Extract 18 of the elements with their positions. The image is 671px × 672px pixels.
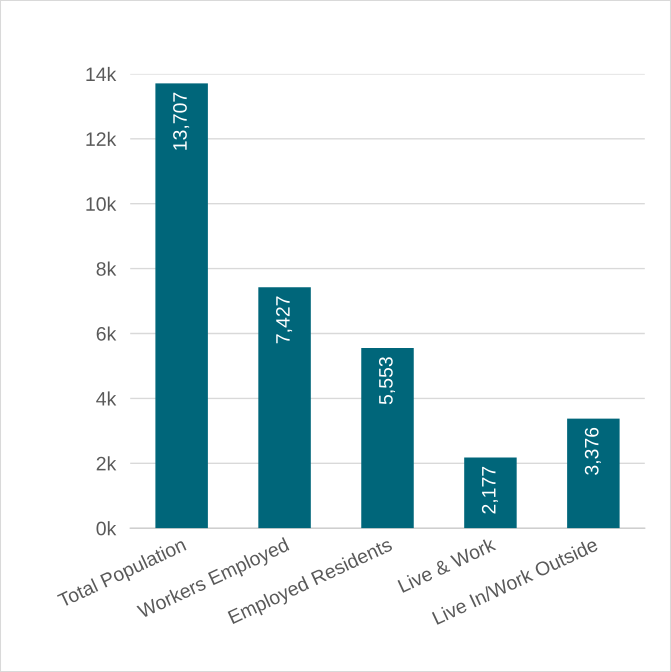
data-label: 3,376	[584, 428, 601, 475]
y-tick-label: 2k	[96, 456, 116, 470]
data-label: 13,707	[173, 92, 190, 150]
y-tick-label: 8k	[96, 262, 116, 276]
bar	[258, 287, 311, 528]
bar	[464, 458, 517, 528]
data-label: 5,553	[378, 357, 396, 404]
y-tick-label: 14k	[86, 66, 116, 81]
y-tick-label: 12k	[86, 132, 116, 146]
bar	[361, 348, 414, 528]
y-tick-label: 6k	[96, 326, 116, 341]
data-label: 2,177	[482, 466, 498, 514]
bar	[567, 418, 620, 528]
y-tick-label: 4k	[96, 391, 116, 406]
y-tick-label: 10k	[86, 196, 116, 211]
data-label: 7,427	[276, 296, 292, 344]
y-tick-label: 0k	[96, 521, 116, 536]
bar	[155, 83, 208, 528]
